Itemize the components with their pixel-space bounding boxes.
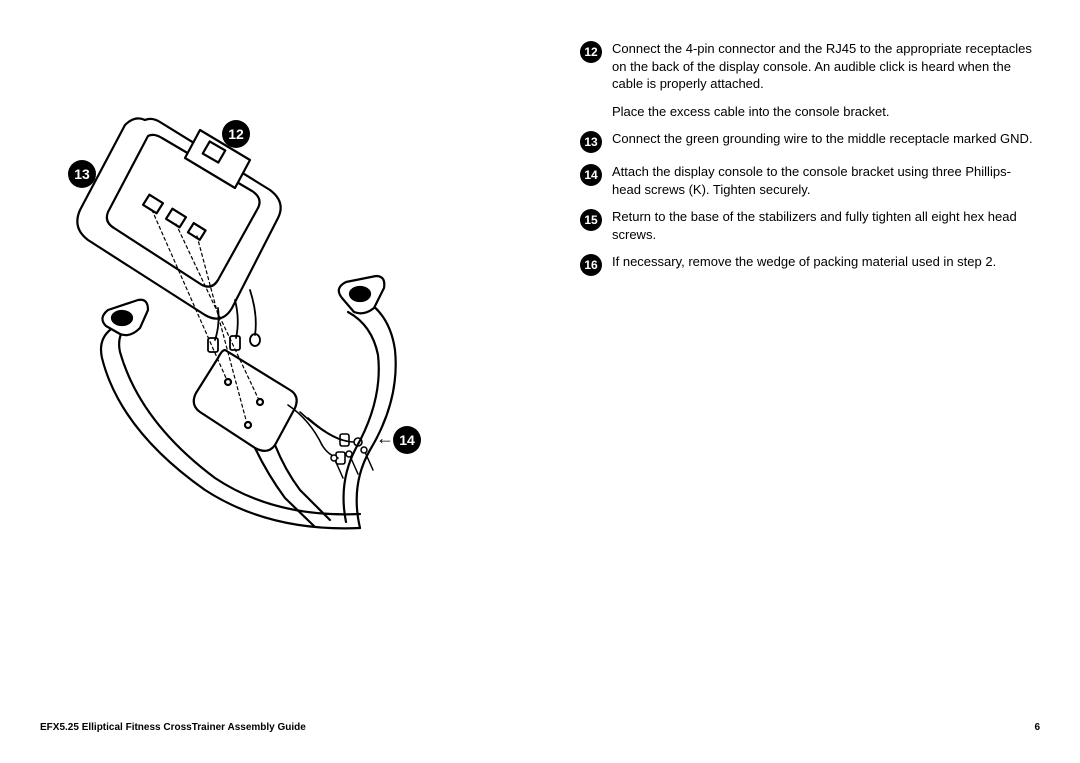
page-footer: EFX5.25 Elliptical Fitness CrossTrainer … bbox=[40, 722, 1040, 733]
step-number-badge: 12 bbox=[580, 41, 602, 63]
assembly-illustration: 12 13 14 ← bbox=[50, 90, 480, 530]
console-diagram-svg bbox=[50, 90, 480, 530]
diagram-callout-13: 13 bbox=[68, 160, 96, 188]
diagram-callout-12: 12 bbox=[222, 120, 250, 148]
step-text: Attach the display console to the consol… bbox=[612, 163, 1035, 198]
step-number-badge: 14 bbox=[580, 164, 602, 186]
footer-page-number: 6 bbox=[1034, 722, 1040, 733]
instruction-step: 15 Return to the base of the stabilizers… bbox=[580, 208, 1035, 243]
instruction-step: 12 Connect the 4-pin connector and the R… bbox=[580, 40, 1035, 93]
instruction-list: 12 Connect the 4-pin connector and the R… bbox=[580, 40, 1035, 286]
step-text: Return to the base of the stabilizers an… bbox=[612, 208, 1035, 243]
diagram-callout-14: 14 bbox=[393, 426, 421, 454]
step-text: Connect the 4-pin connector and the RJ45… bbox=[612, 40, 1035, 93]
instruction-step: 13 Connect the green grounding wire to t… bbox=[580, 130, 1035, 153]
step-number-badge: 13 bbox=[580, 131, 602, 153]
step-number-badge: 15 bbox=[580, 209, 602, 231]
step-number-badge: 16 bbox=[580, 254, 602, 276]
arrow-left-icon: ← bbox=[376, 428, 394, 449]
page: 12 13 14 ← 12 Connect the 4-pin connecto… bbox=[0, 0, 1080, 763]
footer-title: EFX5.25 Elliptical Fitness CrossTrainer … bbox=[40, 722, 306, 733]
step-text: Connect the green grounding wire to the … bbox=[612, 130, 1035, 148]
instruction-step: 14 Attach the display console to the con… bbox=[580, 163, 1035, 198]
step-text: If necessary, remove the wedge of packin… bbox=[612, 253, 1035, 271]
instruction-note: Place the excess cable into the console … bbox=[612, 103, 1035, 121]
instruction-step: 16 If necessary, remove the wedge of pac… bbox=[580, 253, 1035, 276]
